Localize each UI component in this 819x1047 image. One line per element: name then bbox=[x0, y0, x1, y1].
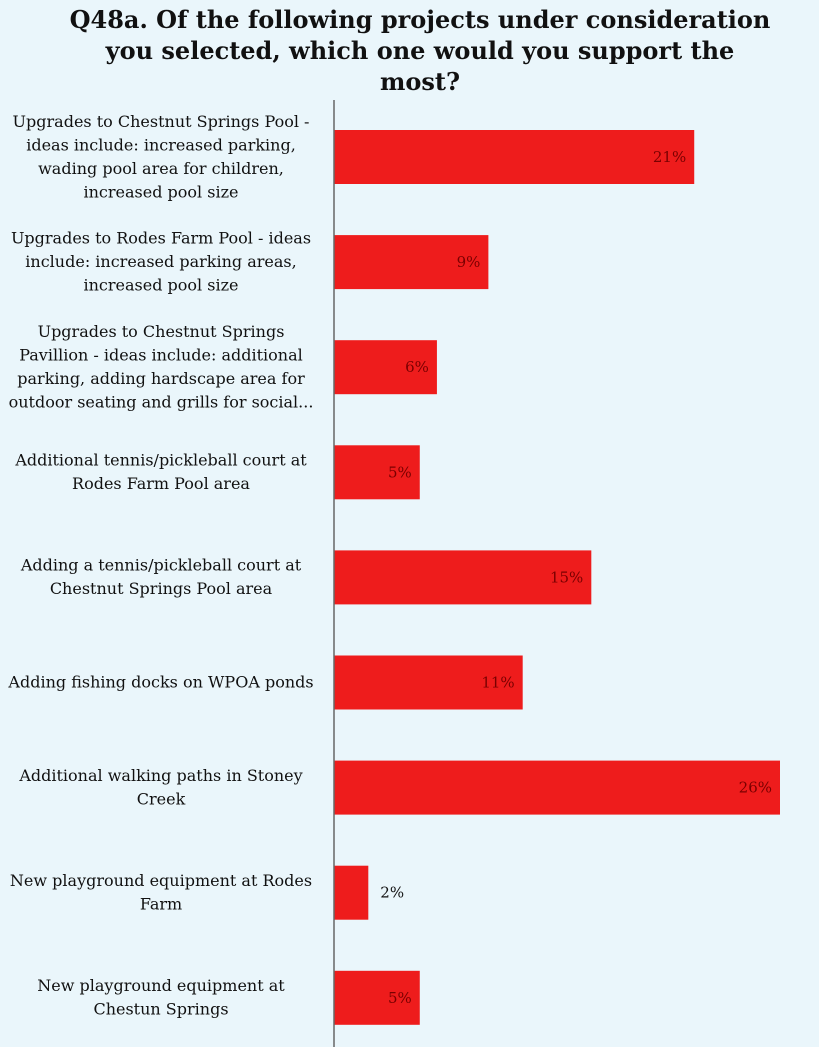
category-label: Adding a tennis/pickleball court at Chest… bbox=[20, 556, 302, 599]
bar bbox=[334, 340, 437, 395]
category-label-line: Pavillion - ideas include: additional bbox=[19, 345, 303, 364]
category-label-line: Upgrades to Rodes Farm Pool - ideas bbox=[11, 229, 311, 248]
category-label-line: increased pool size bbox=[84, 276, 239, 295]
bar bbox=[334, 970, 420, 1025]
category-label: Upgrades to Chestnut Springs Pool - ideas… bbox=[13, 112, 310, 202]
category-label-line: ideas include: increased parking, bbox=[26, 135, 296, 154]
data-label: 5% bbox=[388, 463, 412, 481]
category-label-line: New playground equipment at bbox=[37, 976, 285, 995]
bar bbox=[334, 235, 489, 290]
category-label-line: Adding a tennis/pickleball court at bbox=[20, 556, 302, 575]
category-label-line: Upgrades to Chestnut Springs Pool - bbox=[13, 112, 310, 131]
bar bbox=[334, 865, 369, 920]
category-label-line: Upgrades to Chestnut Springs bbox=[38, 322, 285, 341]
category-label: Additional walking paths in Stoney Creek bbox=[18, 766, 302, 809]
data-label: 15% bbox=[550, 568, 583, 586]
category-label-line: Creek bbox=[137, 789, 186, 808]
data-label: 2% bbox=[380, 884, 404, 902]
bar bbox=[334, 760, 780, 815]
chart-title: Q48a. Of the following projects under co… bbox=[69, 5, 771, 96]
data-label: 5% bbox=[388, 989, 412, 1007]
data-label: 9% bbox=[457, 253, 481, 271]
category-label-line: New playground equipment at Rodes bbox=[10, 871, 312, 890]
data-label: 11% bbox=[481, 674, 514, 692]
category-label-line: Additional walking paths in Stoney bbox=[18, 766, 302, 785]
data-label: 6% bbox=[405, 358, 429, 376]
category-label-line: increased pool size bbox=[84, 182, 239, 201]
bar bbox=[334, 130, 695, 184]
category-label-line: parking, adding hardscape area for bbox=[17, 369, 305, 388]
category-label-line: Chestnut Springs Pool area bbox=[50, 579, 273, 598]
category-label-line: Additional tennis/pickleball court at bbox=[14, 451, 307, 470]
category-label-line: Chestun Springs bbox=[93, 1000, 228, 1019]
category-label-line: wading pool area for children, bbox=[38, 159, 284, 178]
category-label-line: Adding fishing docks on WPOA ponds bbox=[7, 673, 313, 692]
category-label: Upgrades to Chestnut Springs Pavillion - … bbox=[9, 322, 314, 412]
category-label: New playground equipment at Rodes Farm bbox=[10, 871, 312, 914]
category-label-line: Farm bbox=[140, 894, 182, 913]
bar bbox=[334, 445, 420, 500]
data-label: 26% bbox=[739, 779, 772, 797]
bar bbox=[334, 655, 523, 710]
category-label-line: outdoor seating and grills for social... bbox=[9, 392, 314, 411]
category-label-line: Rodes Farm Pool area bbox=[72, 474, 250, 493]
category-label: Upgrades to Rodes Farm Pool - ideas inclu… bbox=[11, 229, 311, 295]
data-label: 21% bbox=[653, 148, 686, 166]
category-label: Adding fishing docks on WPOA ponds bbox=[7, 673, 313, 692]
category-label: Additional tennis/pickleball court at Rod… bbox=[14, 451, 307, 494]
category-label-line: include: increased parking areas, bbox=[25, 252, 296, 271]
bar bbox=[334, 550, 592, 605]
category-label: New playground equipment at Chestun Sprin… bbox=[37, 976, 285, 1019]
